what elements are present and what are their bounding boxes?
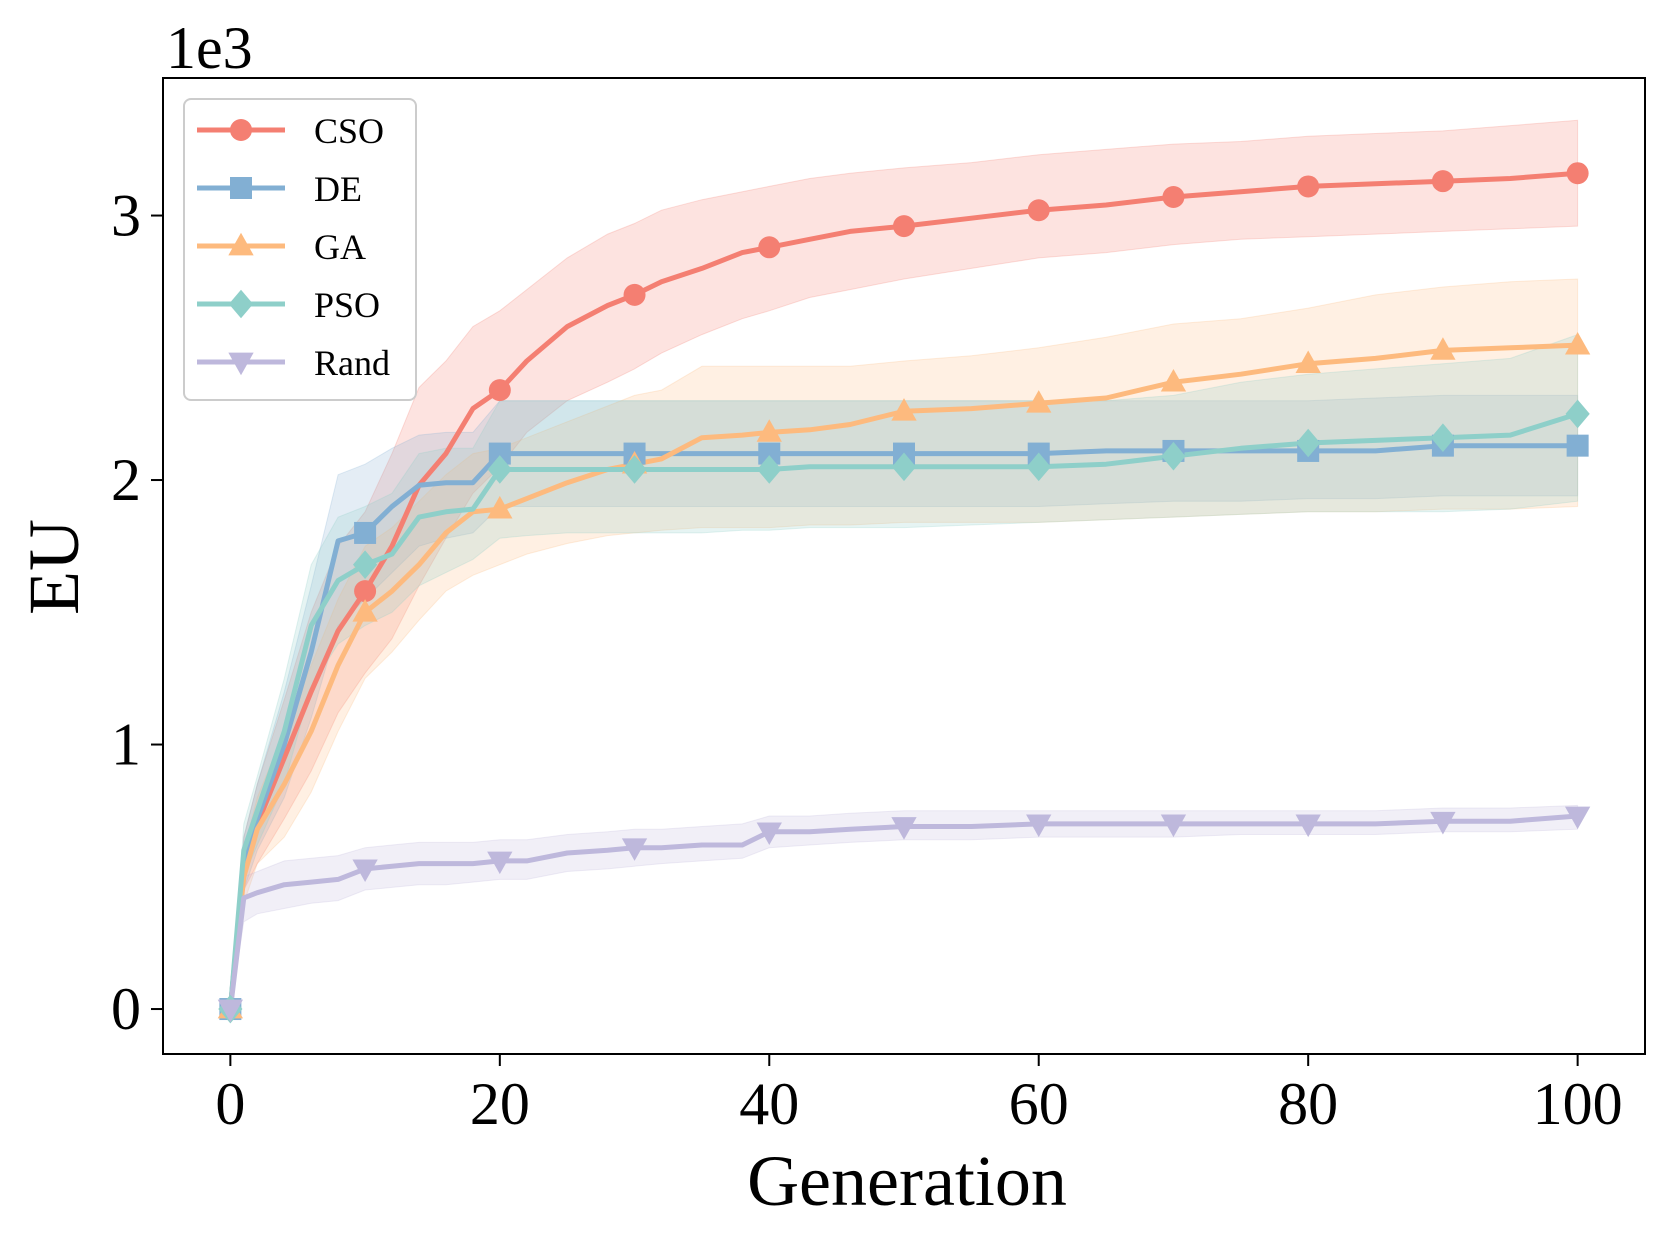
legend-marker-pso [228,289,254,319]
marker-cso-70 [1162,186,1185,209]
marker-rand-10 [352,859,378,883]
marker-cso-30 [623,283,646,306]
y-tick-label: 1 [111,712,141,778]
legend-label-rand: Rand [314,343,390,383]
marker-rand-80 [1295,814,1321,838]
legend-marker-ga [228,232,254,256]
marker-pso-20 [487,455,512,484]
marker-ga-50 [891,398,917,421]
marker-cso-20 [488,379,511,402]
line-rand [227,813,1578,1010]
legend: CSO DE GA PSO Rand [183,98,417,401]
marker-rand-20 [487,851,513,875]
marker-pso-90 [1430,423,1456,453]
marker-rand-70 [1160,814,1187,838]
x-axis-title: Generation [747,1141,1067,1221]
line-pso [227,411,1579,1010]
marker-rand-100 [1564,806,1591,830]
marker-cso-60 [1027,199,1050,222]
marker-rand-30 [621,838,648,861]
marker-de-20 [488,442,511,465]
legend-box [183,98,417,401]
marker-pso-50 [891,452,917,482]
x-tick-label: 60 [1009,1071,1069,1137]
legend-label-de: DE [314,169,362,209]
marker-cso-100 [1566,162,1589,185]
marker-ga-90 [1430,337,1456,360]
marker-pso-40 [757,455,782,484]
plot-frame [162,77,1646,1055]
marker-cso-40 [758,236,781,259]
y-tick-label: 0 [111,976,141,1042]
marker-rand-40 [756,822,782,846]
line-ga [227,342,1578,1010]
legend-marker-de [230,177,252,199]
x-tick-label: 20 [470,1071,530,1137]
legend-marker-cso [230,119,252,141]
y-axis-multiplier: 1e3 [166,15,253,81]
y-tick-label: 2 [111,447,141,513]
line-cso [227,170,1578,1010]
marker-ga-20 [487,495,513,519]
marker-pso-10 [352,550,378,579]
marker-rand-60 [1026,814,1052,838]
marker-cso-50 [893,215,915,238]
x-tick-label: 100 [1533,1071,1623,1137]
marker-pso-100 [1565,399,1590,429]
y-axis-title: EU [14,519,94,615]
x-tick-label: 0 [215,1071,245,1137]
series-markers [217,162,1591,1024]
y-tick-label: 3 [111,183,141,249]
marker-de-10 [354,521,377,544]
marker-cso-80 [1297,175,1320,198]
x-tick-label: 80 [1278,1071,1338,1137]
marker-cso-10 [354,580,377,603]
marker-pso-60 [1026,452,1051,482]
legend-marker-rand [228,352,254,376]
series-lines [227,170,1579,1010]
confidence-bands [229,119,1579,1010]
marker-cso-90 [1431,170,1454,193]
marker-rand-50 [891,817,917,840]
y-axis-ticks: 0 1 2 3 [111,183,163,1042]
marker-pso-70 [1161,441,1186,471]
marker-pso-30 [622,455,647,484]
marker-ga-60 [1026,390,1052,413]
marker-ga-80 [1295,350,1321,374]
marker-ga-10 [352,599,378,622]
marker-de-40 [758,442,781,465]
marker-rand-90 [1430,811,1456,835]
marker-pso-80 [1296,428,1321,458]
marker-ga-100 [1564,331,1591,355]
legend-label-pso: PSO [314,285,380,325]
legend-label-ga: GA [314,227,366,267]
x-axis-ticks: 0 20 40 60 80 100 [215,1054,1623,1137]
marker-rand-0 [217,999,244,1023]
x-tick-label: 40 [739,1071,799,1137]
marker-ga-40 [756,419,782,442]
legend-label-cso: CSO [314,111,384,151]
marker-de-100 [1566,434,1589,457]
marker-ga-70 [1160,368,1187,392]
